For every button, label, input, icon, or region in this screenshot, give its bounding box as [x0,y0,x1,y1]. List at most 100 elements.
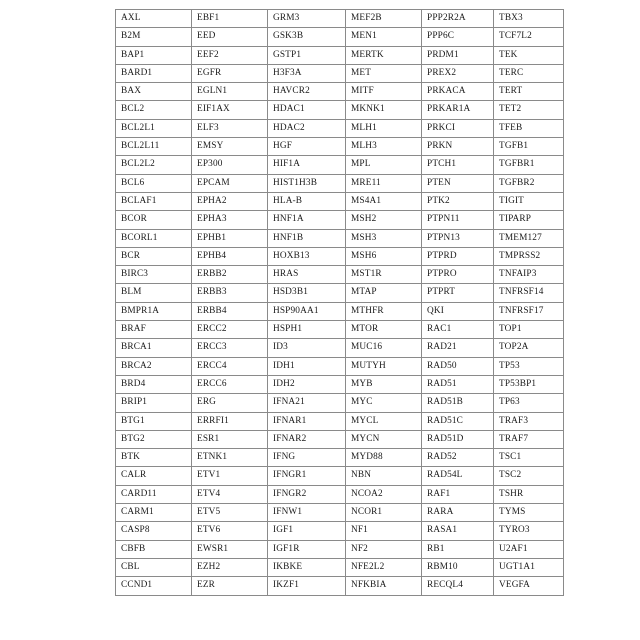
gene-cell: TRAF7 [493,429,564,450]
gene-cell: TNFRSF17 [493,301,564,322]
gene-cell: EPHA2 [191,191,268,212]
gene-cell: EPCAM [191,173,268,193]
gene-cell: IKBKE [267,557,346,578]
table-row: CARD11 ETV4 IFNGR2 NCOA2 RAF1 TSHR [115,484,564,505]
table-row: BRIP1 ERG IFNA21 MYC RAD51B TP63 [115,393,564,413]
gene-cell: ERRFI1 [191,411,268,431]
gene-cell: PRDM1 [421,45,494,65]
gene-cell: IFNA21 [267,393,346,413]
table-row: BLM ERBB3 HSD3B1 MTAP PTPRT TNFRSF14 [115,283,564,303]
gene-cell: NCOA2 [345,484,422,505]
gene-cell: RAD21 [421,338,494,358]
gene-cell: TRAF3 [493,411,564,431]
gene-cell: MERTK [345,45,422,65]
gene-cell: MSH3 [345,228,422,248]
gene-cell: PTPN13 [421,228,494,248]
gene-cell: TIPARP [493,210,564,230]
gene-cell: PPP2R2A [421,8,494,29]
gene-cell: HOXB13 [267,246,346,267]
gene-cell: MYB [345,374,422,395]
gene-cell: BAP1 [115,45,192,65]
gene-cell: BCL2L1 [115,118,192,139]
gene-cell: TET2 [493,100,564,120]
gene-cell: HIF1A [267,155,346,175]
gene-cell: MLH1 [345,118,422,139]
gene-cell: MEF2B [345,8,422,29]
gene-cell: NF2 [345,539,422,559]
gene-cell: IGF1R [267,539,346,559]
gene-cell: HSPH1 [267,320,346,340]
table-row: CASP8 ETV6 IGF1 NF1 RASA1 TYRO3 [115,521,564,541]
gene-cell: NBN [345,466,422,486]
gene-cell: PTK2 [421,191,494,212]
gene-cell: GSK3B [267,27,346,47]
gene-cell: IKZF1 [267,576,346,596]
gene-cell: MYCN [345,429,422,450]
gene-cell: CARM1 [115,503,192,523]
gene-cell: MSH6 [345,246,422,267]
gene-cell: PTEN [421,173,494,193]
gene-cell: ETNK1 [191,448,268,468]
gene-cell: BRCA1 [115,338,192,358]
gene-table-body: AXL EBF1 GRM3 MEF2B PPP2R2A TBX3 B2M EED GSK3B ME… [115,8,564,596]
gene-cell: MUC16 [345,338,422,358]
gene-cell: PTPRT [421,283,494,303]
gene-cell: IDH2 [267,374,346,395]
gene-cell: EIF1AX [191,100,268,120]
gene-cell: HDAC2 [267,118,346,139]
gene-cell: IFNGR1 [267,466,346,486]
gene-cell: CASP8 [115,521,192,541]
gene-cell: TYRO3 [493,521,564,541]
table-row: BTG1 ERRFI1 IFNAR1 MYCL RAD51C TRAF3 [115,411,564,431]
gene-cell: ETV1 [191,466,268,486]
gene-cell: TNFRSF14 [493,283,564,303]
gene-cell: BCR [115,246,192,267]
gene-cell: NFKBIA [345,576,422,596]
gene-cell: TNFAIP3 [493,265,564,285]
gene-cell: MITF [345,82,422,102]
gene-cell: TEK [493,45,564,65]
gene-cell: BARD1 [115,63,192,84]
gene-cell: MUTYH [345,356,422,376]
gene-cell: TMPRSS2 [493,246,564,267]
gene-cell: BRCA2 [115,356,192,376]
table-row: CARM1 ETV5 IFNW1 NCOR1 RARA TYMS [115,503,564,523]
gene-cell: MRE11 [345,173,422,193]
gene-cell: TERC [493,63,564,84]
gene-cell: HSP90AA1 [267,301,346,322]
table-row: BCL2L1 ELF3 HDAC2 MLH1 PRKCI TFEB [115,118,564,139]
table-row: BCL2L2 EP300 HIF1A MPL PTCH1 TGFBR1 [115,155,564,175]
gene-cell: MLH3 [345,137,422,157]
gene-cell: ESR1 [191,429,268,450]
gene-cell: HNF1A [267,210,346,230]
gene-cell: VEGFA [493,576,564,596]
gene-cell: EZR [191,576,268,596]
gene-cell: BTG1 [115,411,192,431]
gene-cell: TGFBR2 [493,173,564,193]
gene-cell: RAD51B [421,393,494,413]
gene-cell: BCL2L2 [115,155,192,175]
table-row: BRCA2 ERCC4 IDH1 MUTYH RAD50 TP53 [115,356,564,376]
table-row: CBL EZH2 IKBKE NFE2L2 RBM10 UGT1A1 [115,557,564,578]
gene-cell: CBFB [115,539,192,559]
gene-cell: PTCH1 [421,155,494,175]
table-row: BRCA1 ERCC3 ID3 MUC16 RAD21 TOP2A [115,338,564,358]
gene-symbol-table: AXL EBF1 GRM3 MEF2B PPP2R2A TBX3 B2M EED GSK3B ME… [115,8,564,596]
gene-cell: ERG [191,393,268,413]
gene-cell: TCF7L2 [493,27,564,47]
table-row: BCL2L11 EMSY HGF MLH3 PRKN TGFB1 [115,137,564,157]
gene-cell: NCOR1 [345,503,422,523]
gene-cell: MPL [345,155,422,175]
gene-cell: HLA-B [267,191,346,212]
gene-cell: ID3 [267,338,346,358]
gene-cell: RECQL4 [421,576,494,596]
gene-cell: CARD11 [115,484,192,505]
gene-cell: BCOR [115,210,192,230]
gene-cell: ERCC2 [191,320,268,340]
gene-cell: PPP6C [421,27,494,47]
gene-cell: BCLAF1 [115,191,192,212]
gene-cell: TYMS [493,503,564,523]
gene-cell: IFNG [267,448,346,468]
table-row: B2M EED GSK3B MEN1 PPP6C TCF7L2 [115,27,564,47]
gene-cell: AXL [115,8,192,29]
